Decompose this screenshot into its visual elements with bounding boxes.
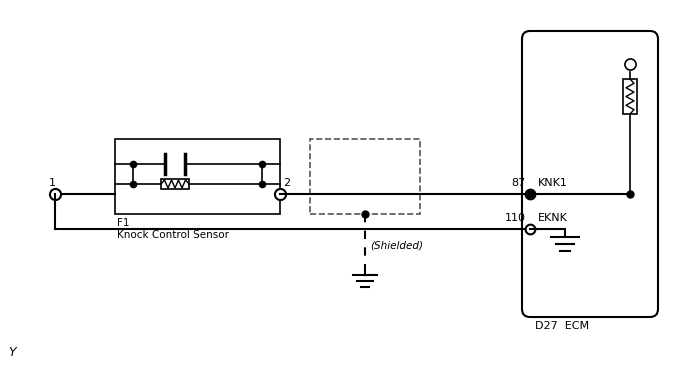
Text: KNK1: KNK1 (538, 178, 568, 188)
Bar (623, 79, 637, 114)
Text: D27  ECM: D27 ECM (535, 321, 589, 331)
Bar (161, 179, 189, 189)
Text: 2: 2 (283, 178, 290, 188)
Text: 1: 1 (48, 178, 55, 188)
Text: 87: 87 (512, 178, 526, 188)
Text: F1: F1 (117, 218, 130, 228)
Text: Y: Y (8, 346, 16, 359)
Text: (Shielded): (Shielded) (370, 241, 423, 251)
Bar (310, 139, 420, 214)
Text: EKNK: EKNK (538, 213, 568, 223)
Text: Knock Control Sensor: Knock Control Sensor (117, 230, 229, 240)
Text: 110: 110 (505, 213, 526, 223)
Bar (115, 139, 280, 214)
